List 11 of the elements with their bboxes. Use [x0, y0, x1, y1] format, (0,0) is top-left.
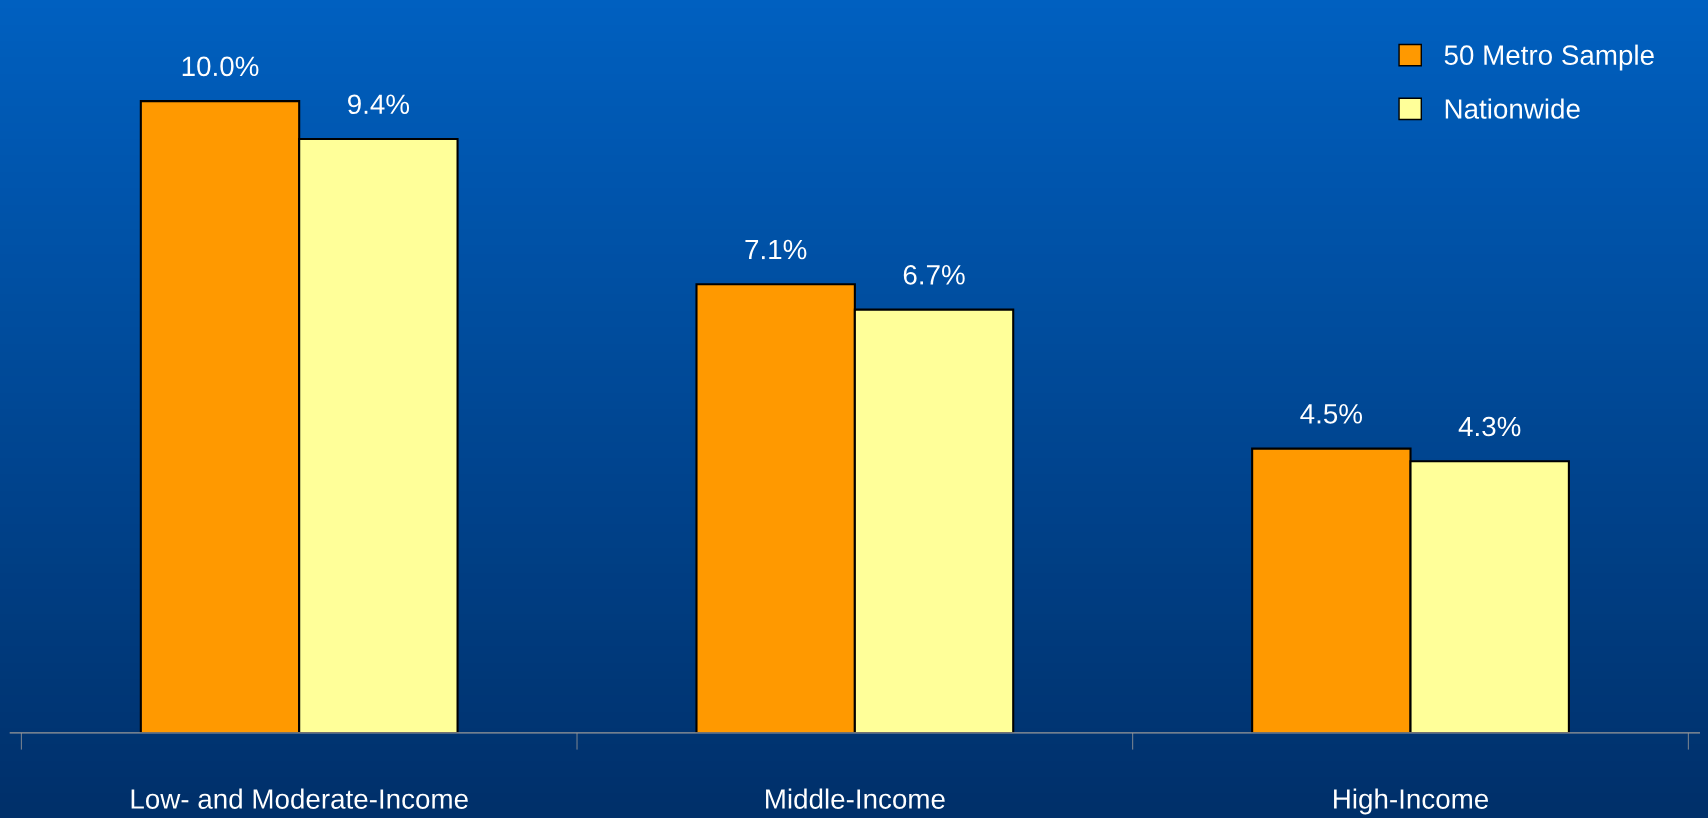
data-label: 4.5%: [1300, 404, 1362, 424]
data-label: 4.3%: [1458, 416, 1521, 437]
x-tick-label: High-Income: [1334, 788, 1489, 815]
x-tick-label: Low- and Moderate-Income: [131, 788, 468, 809]
x-tick-label: Middle-Income: [766, 788, 945, 809]
legend-label: Nationwide: [1445, 98, 1580, 119]
data-label: 10.0%: [182, 56, 259, 77]
legend-label: 50 Metro Sample: [1444, 44, 1654, 71]
data-label: 9.4%: [348, 94, 410, 115]
data-label: 7.1%: [745, 239, 807, 260]
data-label: 6.7%: [903, 264, 965, 285]
